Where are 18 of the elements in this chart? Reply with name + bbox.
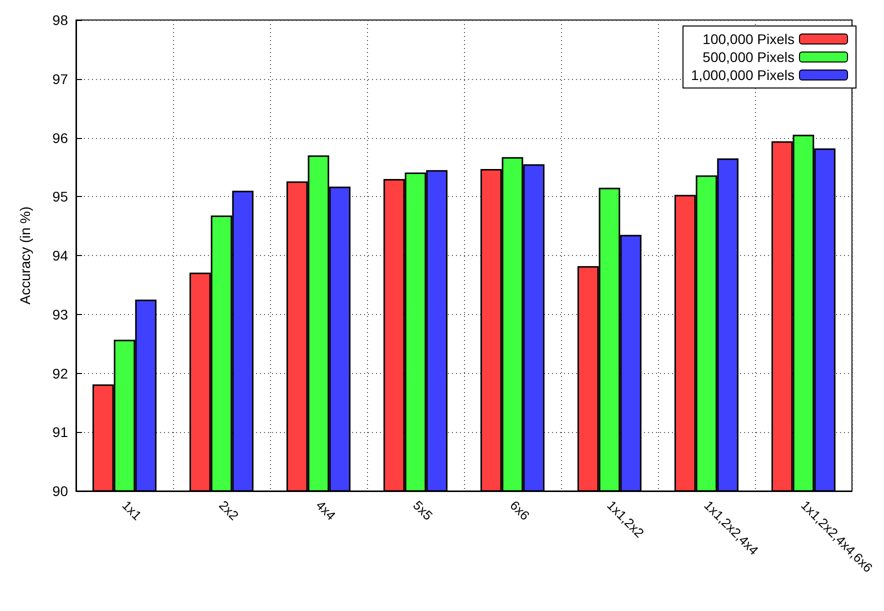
y-tick-label: 95	[52, 188, 68, 205]
y-tick-label: 90	[52, 483, 68, 499]
y-tick-label: 94	[52, 248, 68, 264]
legend-label: 100,000 Pixels	[702, 31, 794, 47]
y-tick-label: 98	[52, 12, 68, 28]
x-tick-label: 5x5	[410, 498, 436, 524]
y-tick-label: 91	[52, 424, 68, 440]
y-tick-label: 93	[52, 306, 68, 322]
y-tick-label: 92	[52, 365, 68, 382]
legend-label: 500,000 Pixels	[702, 49, 794, 65]
legend-label: 1,000,000 Pixels	[690, 67, 794, 83]
x-tick-label: 4x4	[313, 498, 339, 524]
y-axis-title: Accuracy (in %)	[17, 206, 33, 305]
y-tick-label: 97	[52, 70, 68, 87]
x-tick-label: 2x2	[216, 498, 242, 524]
x-tick-label: 6x6	[507, 498, 533, 524]
x-tick-label: 1x1	[119, 498, 145, 524]
y-tick-label: 96	[52, 130, 68, 146]
